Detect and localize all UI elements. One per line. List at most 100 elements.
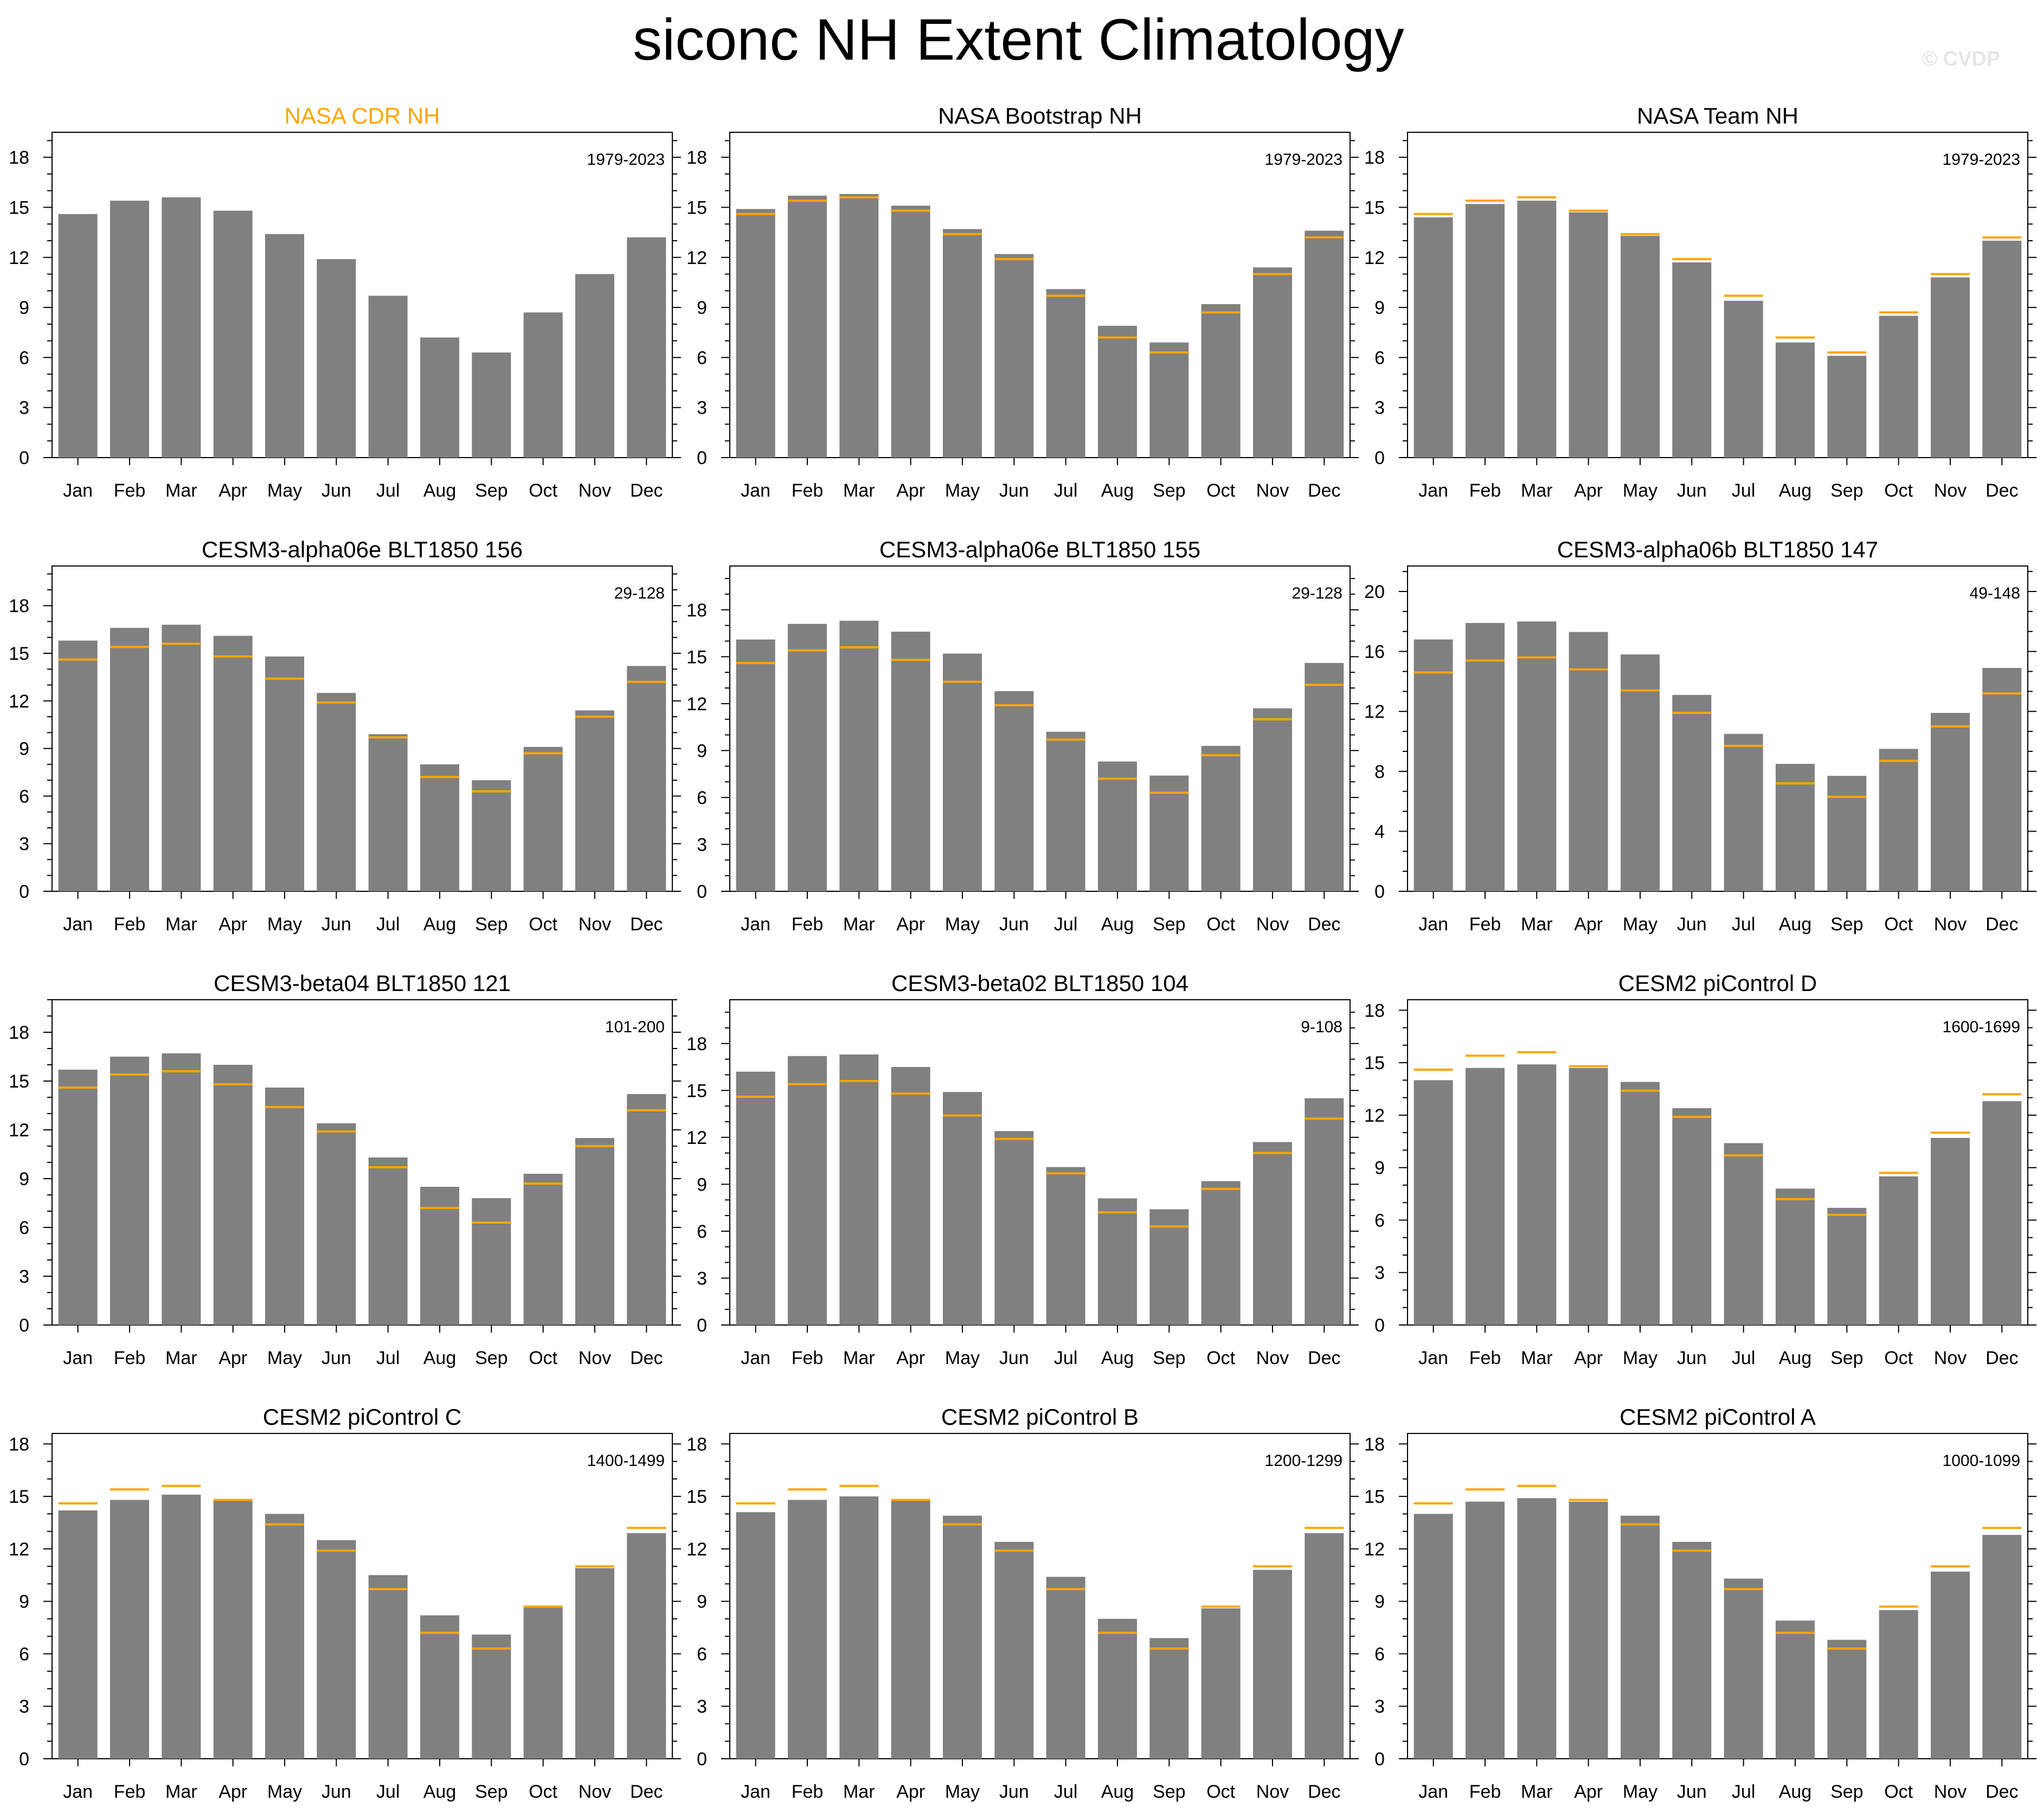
panel-frame xyxy=(729,999,1351,1326)
bar xyxy=(1201,304,1241,458)
bar xyxy=(994,254,1034,458)
bar xyxy=(736,209,775,458)
panel-frame xyxy=(1407,999,2028,1326)
bar xyxy=(1413,217,1453,458)
panel-frame xyxy=(52,1433,673,1759)
x-tick-label: Feb xyxy=(1469,1782,1501,1802)
x-tick-label: Nov xyxy=(1256,480,1289,501)
bar xyxy=(420,764,459,891)
bar xyxy=(1776,1620,1815,1759)
x-tick-label: Feb xyxy=(1469,914,1501,935)
x-tick-label: Aug xyxy=(1779,1348,1812,1368)
x-tick-label: Feb xyxy=(1469,480,1501,501)
x-tick-label: Oct xyxy=(1884,914,1913,935)
x-tick-label: Sep xyxy=(475,480,508,501)
panel-8: Jan Feb Mar Apr May Jun Jul Aug Sep Oct Nov Dec 0 3 6 9… xyxy=(686,970,1359,1368)
bar xyxy=(213,1500,253,1759)
x-tick-label: Jan xyxy=(63,914,93,935)
bar xyxy=(58,214,98,458)
y-tick-label: 3 xyxy=(19,834,29,854)
bar xyxy=(1046,731,1085,891)
panel-title: NASA CDR NH xyxy=(284,103,440,128)
y-tick-label: 15 xyxy=(1364,1487,1385,1507)
bar xyxy=(213,210,253,458)
bar xyxy=(110,1500,149,1759)
bar xyxy=(1776,342,1815,458)
bar xyxy=(58,640,98,891)
bar xyxy=(472,352,511,458)
y-tick-label: 0 xyxy=(1374,1315,1385,1336)
x-tick-label: Jul xyxy=(1054,1348,1077,1368)
x-tick-label: Dec xyxy=(630,1348,663,1368)
bar xyxy=(1046,1167,1085,1325)
x-tick-label: Oct xyxy=(1884,480,1913,501)
panel-frame xyxy=(729,565,1351,892)
bar xyxy=(891,205,930,458)
bar xyxy=(420,337,459,458)
bar xyxy=(788,623,827,891)
x-tick-label: Jul xyxy=(376,914,400,935)
y-tick-label: 12 xyxy=(686,1539,707,1560)
y-tick-label: 9 xyxy=(19,1592,29,1612)
bar xyxy=(891,632,930,891)
x-tick-label: Sep xyxy=(1830,1782,1863,1802)
bar xyxy=(994,1131,1034,1325)
bar xyxy=(1517,1498,1557,1759)
y-tick-label: 15 xyxy=(1364,1053,1385,1073)
x-tick-label: Aug xyxy=(1779,1782,1812,1802)
y-tick-label: 9 xyxy=(697,1174,707,1195)
y-tick-label: 0 xyxy=(697,882,707,902)
bar xyxy=(58,1070,98,1325)
x-tick-label: Mar xyxy=(843,914,875,935)
bar xyxy=(1621,654,1660,891)
x-tick-label: Nov xyxy=(579,1348,611,1368)
x-tick-label: Mar xyxy=(843,1782,875,1802)
bar xyxy=(1827,356,1867,458)
x-tick-label: Apr xyxy=(896,914,925,935)
bar xyxy=(575,1568,614,1759)
y-tick-label: 18 xyxy=(9,147,29,168)
x-tick-label: Dec xyxy=(1985,480,2018,501)
bar xyxy=(736,639,775,891)
y-tick-label: 6 xyxy=(19,348,29,368)
y-tick-label: 0 xyxy=(19,1315,29,1336)
y-tick-label: 6 xyxy=(19,786,29,807)
x-tick-label: Jan xyxy=(741,1348,770,1368)
bar xyxy=(1931,1137,1970,1325)
x-tick-label: Sep xyxy=(475,914,508,935)
panel-12: Jan Feb Mar Apr May Jun Jul Aug Sep Oct Nov Dec 0 3 6 9… xyxy=(1364,1404,2036,1802)
y-tick-label: 9 xyxy=(19,298,29,318)
y-tick-label: 12 xyxy=(686,1128,707,1148)
y-tick-label: 18 xyxy=(1364,1000,1385,1021)
x-tick-label: Mar xyxy=(165,914,197,935)
y-tick-label: 6 xyxy=(697,788,707,808)
y-tick-label: 6 xyxy=(19,1218,29,1238)
panel-title: CESM2 piControl B xyxy=(941,1404,1139,1430)
y-tick-label: 0 xyxy=(19,1749,29,1770)
x-tick-label: Jul xyxy=(376,480,400,501)
x-tick-label: Jul xyxy=(1054,914,1077,935)
bar xyxy=(839,620,879,891)
bar xyxy=(1098,1198,1137,1325)
bar xyxy=(1776,763,1815,891)
y-tick-label: 9 xyxy=(1374,298,1385,318)
x-tick-label: Mar xyxy=(1521,914,1553,935)
bar xyxy=(523,747,563,891)
x-tick-label: Feb xyxy=(114,1348,146,1368)
x-tick-label: Apr xyxy=(219,914,247,935)
bar xyxy=(368,734,408,891)
bar xyxy=(994,691,1034,891)
bar xyxy=(1776,1188,1815,1325)
bar xyxy=(1982,241,2022,458)
x-tick-label: Dec xyxy=(1985,1348,2018,1368)
x-tick-label: Apr xyxy=(219,1348,247,1368)
x-tick-label: Apr xyxy=(219,480,247,501)
y-tick-label: 9 xyxy=(697,741,707,761)
x-tick-label: Dec xyxy=(1308,914,1340,935)
y-tick-label: 9 xyxy=(1374,1592,1385,1612)
x-tick-label: Apr xyxy=(219,1782,247,1802)
bar xyxy=(1982,668,2022,891)
x-tick-label: Sep xyxy=(1153,914,1186,935)
x-tick-label: Aug xyxy=(423,1782,457,1802)
bar xyxy=(110,201,149,458)
